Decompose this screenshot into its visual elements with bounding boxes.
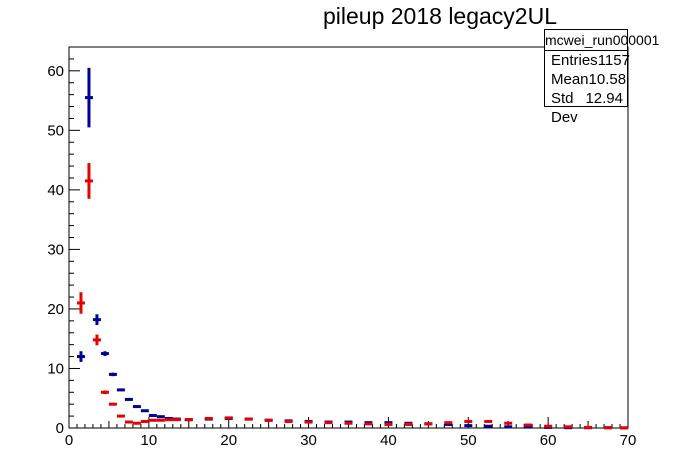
x-tick-label: 10 — [141, 432, 158, 449]
y-tick-label: 0 — [56, 420, 64, 437]
stats-label-mean: Mean — [551, 71, 589, 88]
x-tick-label: 70 — [620, 432, 637, 449]
stats-box: mcwei_run000001 Entries 1157 Mean 10.58 … — [544, 29, 659, 126]
x-tick-label: 20 — [220, 432, 237, 449]
stats-label-stddev: Std Dev — [551, 90, 578, 126]
stats-row-mean: Mean 10.58 — [545, 70, 627, 89]
series-1 — [76, 67, 629, 430]
y-tick-label: 50 — [47, 122, 64, 139]
stats-box-title: mcwei_run000001 — [545, 30, 659, 51]
stats-row-stddev: Std Dev 12.94 — [545, 89, 627, 126]
y-axis: 0 10 20 30 40 50 60 — [47, 46, 80, 437]
x-tick-label: 60 — [540, 432, 557, 449]
stats-value-entries: 1157 — [597, 52, 630, 69]
stats-value-stddev: 12.94 — [585, 90, 623, 107]
x-tick-label: 50 — [460, 432, 477, 449]
y-tick-label: 40 — [47, 182, 64, 199]
y-tick-label: 10 — [47, 360, 64, 377]
y-tick-label: 20 — [47, 301, 64, 318]
y-tick-label: 30 — [47, 241, 64, 258]
x-axis: 0 10 20 30 40 50 60 70 — [65, 417, 637, 449]
x-tick-label: 30 — [300, 432, 317, 449]
stats-row-entries: Entries 1157 — [545, 51, 630, 70]
y-tick-label: 60 — [47, 63, 64, 80]
chart-title: pileup 2018 legacy2UL — [323, 3, 557, 29]
series-layer — [76, 67, 629, 430]
stats-label-entries: Entries — [551, 52, 598, 69]
x-tick-label: 40 — [380, 432, 397, 449]
x-tick-label: 0 — [65, 432, 73, 449]
series-2 — [76, 163, 629, 430]
stats-value-mean: 10.58 — [588, 71, 627, 88]
